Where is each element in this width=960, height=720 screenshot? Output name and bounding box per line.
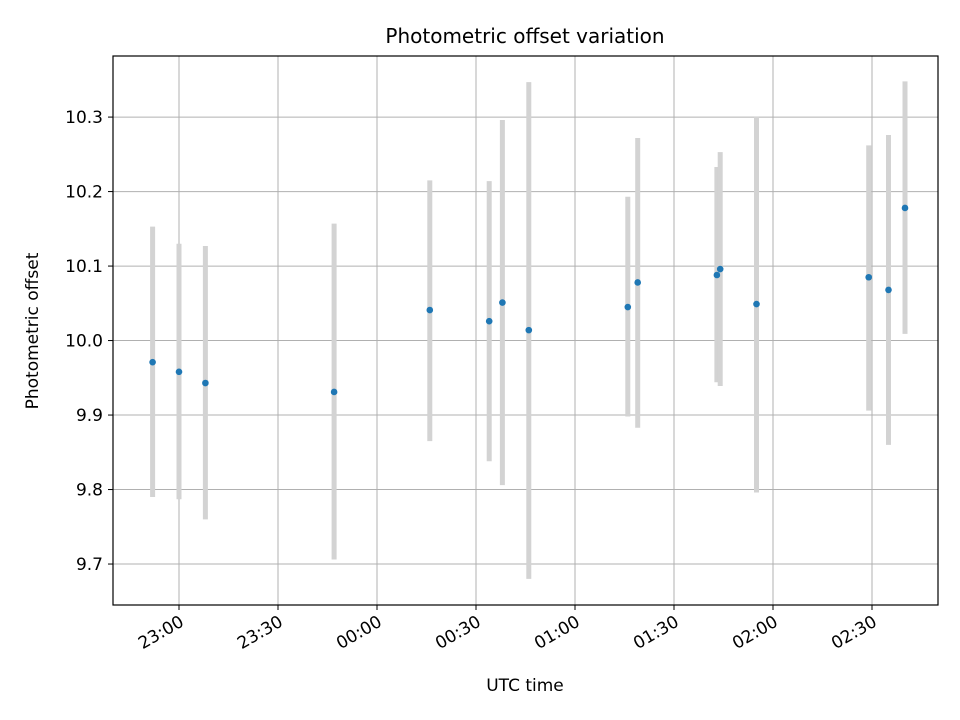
y-tick-label: 10.2 bbox=[65, 183, 103, 203]
data-point bbox=[485, 317, 493, 325]
grid bbox=[113, 56, 938, 605]
data-points bbox=[149, 204, 909, 396]
x-tick-label: 23:00 bbox=[135, 612, 187, 654]
y-tick-label: 10.1 bbox=[65, 257, 103, 277]
x-axis-ticks: 23:00 23:30 00:00 00:30 01:00 01:30 02:00 02:30 bbox=[135, 605, 881, 654]
data-point bbox=[525, 326, 533, 334]
chart-title: Photometric offset variation bbox=[385, 24, 664, 48]
y-tick-label: 9.8 bbox=[76, 481, 103, 501]
y-tick-label: 10.3 bbox=[65, 108, 103, 128]
data-point bbox=[716, 265, 724, 273]
data-point bbox=[713, 271, 721, 279]
x-tick-label: 00:00 bbox=[333, 612, 385, 654]
plot-area-frame bbox=[112, 55, 939, 606]
data-point bbox=[901, 204, 909, 212]
y-tick-label: 10.0 bbox=[65, 332, 103, 352]
x-tick-label: 01:30 bbox=[630, 612, 682, 654]
y-axis-ticks: 9.7 9.8 9.9 10.0 10.1 10.2 10.3 bbox=[65, 108, 113, 575]
x-tick-label: 23:30 bbox=[234, 612, 286, 654]
x-tick-label: 02:30 bbox=[828, 612, 880, 654]
data-point bbox=[149, 358, 156, 366]
data-point bbox=[499, 299, 506, 306]
data-point bbox=[885, 286, 892, 294]
x-tick-label: 01:00 bbox=[531, 612, 583, 654]
data-point bbox=[426, 306, 434, 314]
data-point bbox=[330, 388, 338, 396]
x-tick-label: 02:00 bbox=[729, 612, 781, 654]
data-point bbox=[202, 379, 209, 387]
data-point bbox=[175, 368, 183, 376]
x-axis-label: UTC time bbox=[486, 676, 564, 696]
y-tick-label: 9.7 bbox=[76, 555, 103, 575]
data-point bbox=[865, 273, 872, 281]
y-axis-label: Photometric offset bbox=[23, 252, 43, 409]
y-tick-label: 9.9 bbox=[76, 406, 103, 426]
data-point bbox=[634, 279, 641, 286]
data-point bbox=[624, 303, 632, 311]
data-point bbox=[753, 300, 760, 308]
x-tick-label: 00:30 bbox=[432, 612, 484, 654]
